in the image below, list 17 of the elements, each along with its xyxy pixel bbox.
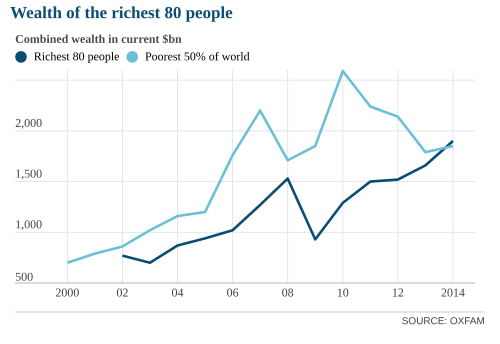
x-tick-label: 08 — [282, 288, 294, 297]
x-tick-label: 10 — [338, 288, 348, 297]
x-tick-label: 2014 — [442, 288, 465, 297]
chart-subtitle: Combined wealth in current $bn — [16, 34, 182, 44]
x-tick-label: 2000 — [56, 288, 79, 297]
y-tick-label: 2,000 — [16, 118, 42, 129]
legend-label: Richest 80 people — [34, 52, 120, 63]
y-tick-label: 1,000 — [16, 220, 42, 230]
y-tick-label: 500 — [16, 272, 33, 281]
x-tick-label: 12 — [392, 288, 404, 296]
chart-title: Wealth of the richest 80 people — [10, 6, 232, 22]
source-note: SOURCE: OXFAM — [402, 317, 484, 324]
x-tick-label: 02 — [116, 288, 128, 297]
y-tick-label: 1,500 — [16, 170, 42, 180]
x-tick-label: 06 — [227, 288, 238, 297]
x-tick-label: 04 — [172, 288, 184, 297]
legend-label: Poorest 50% of world — [145, 52, 250, 60]
